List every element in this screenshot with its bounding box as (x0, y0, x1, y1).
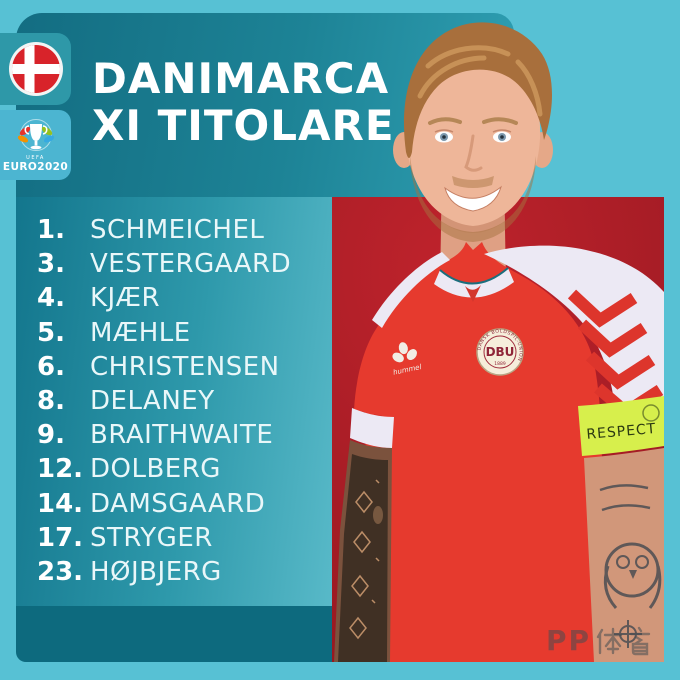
player-name: SCHMEICHEL (90, 215, 265, 246)
player-number: 1. (37, 215, 65, 246)
lineup-row: 8. DELANEY (16, 384, 332, 418)
player-number: 12. (37, 454, 84, 485)
lineup-list: 1. SCHMEICHEL 3. VESTERGAARD 4. KJÆR 5. MÆHLE 6.… (16, 213, 332, 589)
title-line-2: XI TITOLARE (92, 101, 395, 150)
player-name: HØJBJERG (90, 556, 222, 587)
footer-band (16, 606, 332, 662)
player-name: MÆHLE (90, 317, 191, 348)
watermark-cjk-glyphs (596, 626, 651, 656)
lineup-row: 3. VESTERGAARD (16, 247, 332, 281)
player-number: 9. (37, 420, 65, 451)
lineup-row: 12. DOLBERG (16, 452, 332, 486)
player-name: DOLBERG (90, 454, 221, 485)
lineup-row: 23. HØJBJERG (16, 555, 332, 589)
player-name: DELANEY (90, 386, 215, 417)
player-number: 6. (37, 351, 65, 382)
player-name: VESTERGAARD (90, 249, 292, 280)
player-name: CHRISTENSEN (90, 351, 280, 382)
eyes (434, 129, 512, 143)
flag-tile (0, 33, 71, 105)
euro2020-label: EURO2020 (2, 160, 69, 173)
watermark-latin: PP (546, 624, 592, 657)
player-number: 8. (37, 386, 65, 417)
armband-label: RESPECT (586, 421, 657, 443)
watermark: PP (546, 626, 653, 656)
player-name: STRYGER (90, 522, 213, 553)
player-number: 23. (37, 556, 84, 587)
player-number: 14. (37, 488, 84, 519)
crest-initials: DBU (486, 345, 515, 359)
left-arm-tattoos (349, 479, 383, 640)
player-name: BRAITHWAITE (90, 420, 274, 451)
player-name: KJÆR (90, 283, 161, 314)
player-photo: RESPECT (334, 22, 664, 662)
lineup-row: 14. DAMSGAARD (16, 487, 332, 521)
crest-year: 1889 (494, 361, 506, 367)
lineup-row: 17. STRYGER (16, 521, 332, 555)
captain-armband: RESPECT (578, 396, 664, 456)
player-name: DAMSGAARD (90, 488, 266, 519)
uefa-label: UEFA (26, 154, 45, 161)
page-title: DANIMARCA XI TITOLARE (92, 55, 395, 149)
denmark-flag-icon (8, 42, 63, 96)
player-number: 17. (37, 522, 84, 553)
euro2020-trophy-icon (17, 118, 54, 151)
lineup-row: 1. SCHMEICHEL (16, 213, 332, 247)
player-number: 3. (37, 249, 65, 280)
player-number: 5. (37, 317, 65, 348)
euro2020-tile: UEFA EURO2020 (0, 110, 71, 180)
lineup-panel (16, 197, 332, 606)
lineup-row: 4. KJÆR (16, 281, 332, 315)
dbu-crest: DANSK BOLDSPIL-UNION DBU 1889 (476, 328, 524, 376)
lineup-row: 5. MÆHLE (16, 316, 332, 350)
lineup-row: 6. CHRISTENSEN (16, 350, 332, 384)
title-line-1: DANIMARCA (92, 54, 390, 103)
right-arm-tattoos (599, 484, 662, 648)
lineup-row: 9. BRAITHWAITE (16, 418, 332, 452)
player-number: 4. (37, 283, 65, 314)
